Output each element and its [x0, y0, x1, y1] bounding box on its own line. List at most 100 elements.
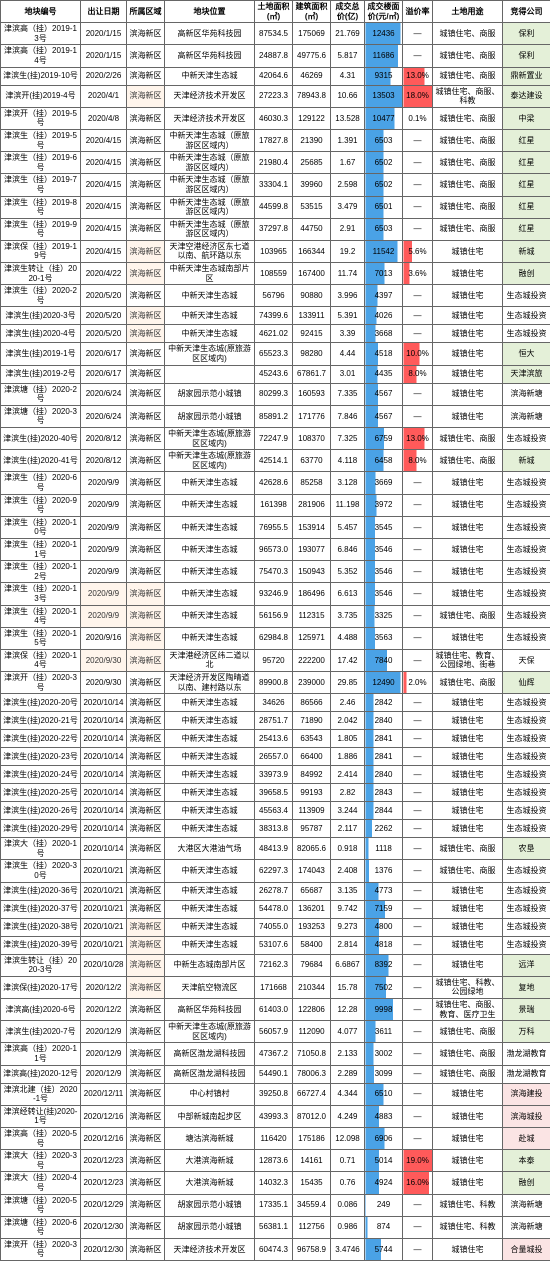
cell: 滨海新区	[127, 383, 165, 405]
cell: 津滨生转让（挂）2020-1号	[1, 263, 81, 285]
cell: —	[403, 918, 433, 936]
cell: 3.244	[331, 802, 365, 820]
table-row: 津滨生(挂)2020-7号2020/12/9滨海新区中新天津生态城(原旅游区区域…	[1, 1021, 550, 1043]
cell: 2020/1/15	[81, 45, 127, 67]
cell: 生态城投资	[503, 748, 550, 766]
cell: —	[403, 748, 433, 766]
cell: 3.135	[331, 882, 365, 900]
cell: 津滨生（挂）2020-30号	[1, 860, 81, 882]
cell: 2.408	[331, 860, 365, 882]
cell: 城镇住宅	[433, 900, 503, 918]
cell: 95787	[293, 820, 331, 838]
cell: 210344	[293, 976, 331, 998]
cell: 红星	[503, 196, 550, 218]
cell: 天津滨旅	[503, 365, 550, 383]
cell: 滨海新区	[127, 450, 165, 472]
cell: 3.735	[331, 605, 365, 627]
cell: 津滨生(挂)2020-25号	[1, 784, 81, 802]
cell: 74399.6	[255, 307, 293, 325]
cell: 98280	[293, 343, 331, 365]
cell: 远洋	[503, 954, 550, 976]
cell: —	[403, 954, 433, 976]
cell: 5014	[365, 1150, 403, 1172]
table-row: 津滨生(挂)2020-3号2020/5/20滨海新区中新天津生态城74399.6…	[1, 307, 550, 325]
cell: 城镇住宅、商服	[433, 218, 503, 240]
cell: 滨海新区	[127, 129, 165, 151]
cell: 39250.8	[255, 1083, 293, 1105]
cell: 滨海新区	[127, 954, 165, 976]
cell: 239000	[293, 672, 331, 694]
col-header-3: 地块位置	[165, 1, 255, 23]
cell: 滨海新区	[127, 472, 165, 494]
cell: 城镇住宅、商服	[433, 838, 503, 860]
cell: 6906	[365, 1127, 403, 1149]
cell: 2020/10/21	[81, 882, 127, 900]
cell: 56156.9	[255, 605, 293, 627]
cell: 渤龙湖教育	[503, 1065, 550, 1083]
cell: 2843	[365, 784, 403, 802]
cell: 城镇住宅	[433, 627, 503, 649]
cell: 城镇住宅	[433, 1105, 503, 1127]
cell: 2020/9/9	[81, 605, 127, 627]
cell: 56057.9	[255, 1021, 293, 1043]
cell: 2020/10/14	[81, 838, 127, 860]
cell: 82065.6	[293, 838, 331, 860]
cell: 赴城	[503, 1127, 550, 1149]
cell: 99193	[293, 784, 331, 802]
cell: 71890	[293, 712, 331, 730]
cell: 122806	[293, 999, 331, 1021]
cell: 天津空港经济区东七道以南、航环路以东	[165, 240, 255, 262]
cell: 城镇住宅	[433, 1127, 503, 1149]
table-row: 津滨保(挂)2020-17号2020/12/2滨海新区天津航空物流区171668…	[1, 976, 550, 998]
table-row: 津滨大（挂）2020-1号2020/10/14滨海新区大港区大港油气场48413…	[1, 838, 550, 860]
cell: 39960	[293, 174, 331, 196]
cell: 滨海新区	[127, 583, 165, 605]
col-header-2: 所属区域	[127, 1, 165, 23]
cell: 874	[365, 1216, 403, 1238]
cell: 城镇住宅	[433, 383, 503, 405]
cell: 滨海新区	[127, 325, 165, 343]
cell: —	[403, 694, 433, 712]
cell: —	[403, 383, 433, 405]
cell: 高新区华苑科技园	[165, 999, 255, 1021]
cell: 1.391	[331, 129, 365, 151]
cell: 滨海新区	[127, 494, 165, 516]
cell: 112756	[293, 1216, 331, 1238]
cell: 高新区华苑科技园	[165, 45, 255, 67]
cell: 红星	[503, 129, 550, 151]
cell: 生态城投资	[503, 561, 550, 583]
cell: —	[403, 405, 433, 427]
cell: 津滨高（挂）2019-14号	[1, 45, 81, 67]
cell: 2020/6/24	[81, 405, 127, 427]
cell: 中新天津生态城(原旅游区区域内)	[165, 450, 255, 472]
cell: 2841	[365, 748, 403, 766]
cell: 滨海新区	[127, 918, 165, 936]
cell: 129122	[293, 107, 331, 129]
cell: 中新天津生态城	[165, 494, 255, 516]
cell: 滨海新区	[127, 672, 165, 694]
cell: 6.846	[331, 538, 365, 560]
cell: 2842	[365, 694, 403, 712]
table-row: 津滨生（挂）2019-5号2020/4/15滨海新区中新天津生态城（原旅游区区域…	[1, 129, 550, 151]
cell: 生态城投资	[503, 936, 550, 954]
table-row: 津滨生（挂）2020-11号2020/9/9滨海新区中新天津生态城96573.0…	[1, 538, 550, 560]
cell: 2020/12/30	[81, 1238, 127, 1260]
cell: 津滨高（挂）2020-5号	[1, 1127, 81, 1149]
cell: 2020/12/29	[81, 1194, 127, 1216]
table-row: 津滨高（挂）2020-5号2020/12/16滨海新区塘沽滨海新城1164201…	[1, 1127, 550, 1149]
cell: 中新天津生态城	[165, 285, 255, 307]
cell: 城镇住宅	[433, 263, 503, 285]
cell: 津滨开（挂）2020-3号	[1, 1238, 81, 1260]
cell: 津滨北建（挂）2020-1号	[1, 1083, 81, 1105]
cell: 生态城投资	[503, 784, 550, 802]
cell: 4773	[365, 882, 403, 900]
cell: 0.918	[331, 838, 365, 860]
cell: 21980.4	[255, 152, 293, 174]
cell: 滨海新区	[127, 45, 165, 67]
cell: 2840	[365, 766, 403, 784]
cell: 21.769	[331, 23, 365, 45]
cell: 城镇住宅、商服	[433, 1043, 503, 1065]
cell: 4567	[365, 383, 403, 405]
cell: 222200	[293, 649, 331, 671]
cell: 160593	[293, 383, 331, 405]
